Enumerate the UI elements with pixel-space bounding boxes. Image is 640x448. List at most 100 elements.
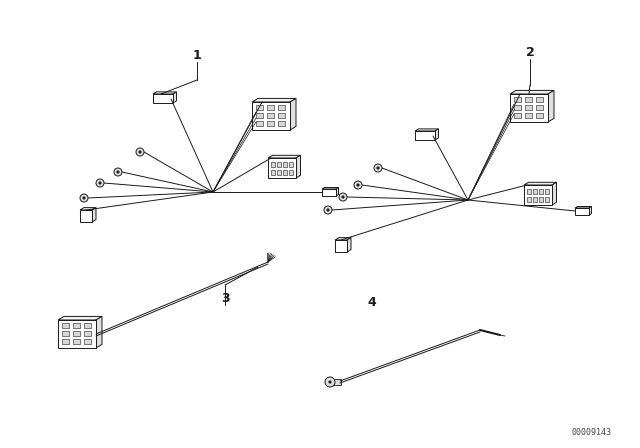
Bar: [84, 331, 91, 336]
Polygon shape: [268, 158, 296, 178]
Bar: [73, 339, 80, 344]
Bar: [536, 97, 543, 102]
Polygon shape: [153, 94, 173, 103]
Bar: [333, 379, 341, 385]
Polygon shape: [552, 182, 557, 205]
Bar: [267, 113, 274, 118]
Polygon shape: [335, 237, 351, 240]
Polygon shape: [524, 182, 557, 185]
Bar: [278, 105, 285, 110]
Bar: [271, 162, 275, 167]
Bar: [514, 105, 521, 110]
Bar: [545, 189, 548, 194]
Circle shape: [139, 151, 141, 153]
Bar: [289, 162, 292, 167]
Circle shape: [96, 179, 104, 187]
Text: 4: 4: [367, 296, 376, 309]
Polygon shape: [153, 92, 177, 94]
Bar: [276, 162, 280, 167]
Polygon shape: [173, 92, 177, 103]
Circle shape: [339, 193, 347, 201]
Bar: [538, 189, 543, 194]
Circle shape: [354, 181, 362, 189]
Polygon shape: [58, 316, 102, 320]
Circle shape: [324, 206, 332, 214]
Polygon shape: [268, 155, 301, 158]
Bar: [84, 323, 91, 328]
Polygon shape: [435, 129, 438, 140]
Text: 2: 2: [525, 46, 534, 59]
Bar: [62, 339, 69, 344]
Bar: [256, 105, 263, 110]
Text: 1: 1: [193, 48, 202, 61]
Bar: [525, 105, 532, 110]
Polygon shape: [347, 237, 351, 252]
Polygon shape: [336, 188, 339, 196]
Bar: [271, 170, 275, 175]
Circle shape: [325, 377, 335, 387]
Polygon shape: [80, 207, 96, 210]
Bar: [538, 197, 543, 202]
Circle shape: [329, 381, 332, 383]
Bar: [276, 170, 280, 175]
Text: 3: 3: [221, 292, 229, 305]
Bar: [514, 97, 521, 102]
Polygon shape: [296, 155, 301, 178]
Polygon shape: [290, 99, 296, 130]
Bar: [536, 105, 543, 110]
Bar: [84, 339, 91, 344]
Bar: [536, 113, 543, 118]
Bar: [278, 121, 285, 126]
Bar: [282, 162, 287, 167]
Bar: [267, 105, 274, 110]
Polygon shape: [322, 188, 339, 189]
Bar: [256, 113, 263, 118]
Bar: [545, 197, 548, 202]
Bar: [282, 170, 287, 175]
Circle shape: [374, 164, 382, 172]
Bar: [525, 113, 532, 118]
Circle shape: [99, 182, 101, 184]
Bar: [73, 331, 80, 336]
Polygon shape: [252, 102, 290, 130]
Circle shape: [357, 184, 359, 186]
Circle shape: [83, 197, 85, 199]
Circle shape: [327, 209, 329, 211]
Bar: [527, 197, 531, 202]
Circle shape: [116, 171, 119, 173]
Bar: [278, 113, 285, 118]
Polygon shape: [335, 240, 347, 252]
Polygon shape: [510, 90, 554, 94]
Bar: [73, 323, 80, 328]
Bar: [514, 113, 521, 118]
Bar: [289, 170, 292, 175]
Bar: [532, 189, 536, 194]
Polygon shape: [58, 320, 96, 348]
Bar: [62, 331, 69, 336]
Polygon shape: [575, 208, 589, 215]
Bar: [267, 121, 274, 126]
Bar: [525, 97, 532, 102]
Polygon shape: [415, 129, 438, 131]
Polygon shape: [415, 131, 435, 140]
Circle shape: [80, 194, 88, 202]
Circle shape: [114, 168, 122, 176]
Polygon shape: [96, 316, 102, 348]
Bar: [527, 189, 531, 194]
Bar: [256, 121, 263, 126]
Polygon shape: [524, 185, 552, 205]
Polygon shape: [575, 207, 591, 208]
Circle shape: [136, 148, 144, 156]
Polygon shape: [510, 94, 548, 122]
Text: 00009143: 00009143: [572, 427, 612, 436]
Polygon shape: [80, 210, 92, 222]
Circle shape: [377, 167, 379, 169]
Polygon shape: [589, 207, 591, 215]
Polygon shape: [548, 90, 554, 122]
Polygon shape: [92, 207, 96, 222]
Polygon shape: [252, 99, 296, 102]
Bar: [62, 323, 69, 328]
Bar: [532, 197, 536, 202]
Polygon shape: [322, 189, 336, 196]
Circle shape: [342, 196, 344, 198]
